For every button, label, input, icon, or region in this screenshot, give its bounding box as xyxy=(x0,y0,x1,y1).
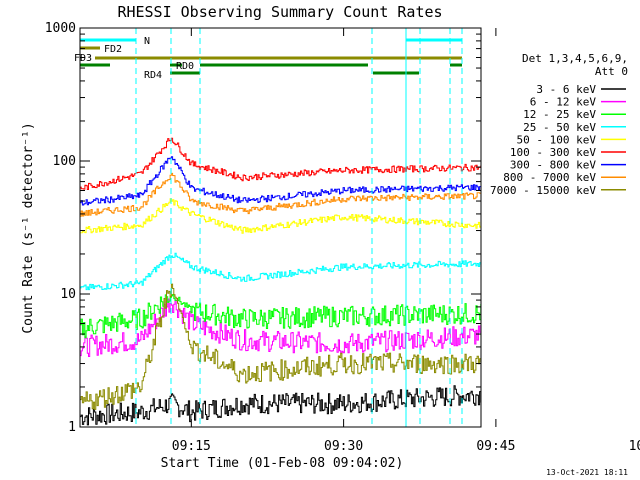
x-tick-label: 09:15 xyxy=(172,439,211,454)
x-tick-label: 10:00 xyxy=(629,439,640,454)
plot-frame xyxy=(79,27,482,428)
legend-entry-label: 800 - 7000 keV xyxy=(503,171,596,184)
y-tick-label: 10 xyxy=(60,287,76,302)
legend-entry-label: 300 - 800 keV xyxy=(510,159,596,172)
series-line xyxy=(80,298,482,357)
y-tick-label: 1000 xyxy=(45,21,76,36)
legend-entry-label: 6 - 12 keV xyxy=(530,96,597,109)
legend-header-line-1: Det 1,3,4,5,6,9, xyxy=(522,52,628,65)
series-line xyxy=(80,172,482,217)
footer-date: 13-Oct-2021 18:11 xyxy=(546,468,628,477)
legend-entry-label: 25 - 50 keV xyxy=(523,121,596,134)
y-tick-label: 100 xyxy=(53,154,76,169)
series-line xyxy=(80,283,482,410)
series-line xyxy=(80,156,482,206)
flag-label: RD4 xyxy=(144,70,162,81)
flag-label: RD0 xyxy=(176,61,194,72)
legend-entry-label: 12 - 25 keV xyxy=(523,108,596,121)
legend-entry-label: 7000 - 15000 keV xyxy=(490,184,596,197)
series-line xyxy=(80,252,482,291)
chart-title: RHESSI Observing Summary Count Rates xyxy=(117,3,442,21)
legend-entry-label: 50 - 100 keV xyxy=(517,133,597,146)
x-tick-label: 09:30 xyxy=(324,439,363,454)
legend-entry-label: 3 - 6 keV xyxy=(536,83,596,96)
y-tick-label: 1 xyxy=(68,420,76,435)
series-line xyxy=(80,385,482,426)
legend-entry-label: 100 - 300 keV xyxy=(510,146,596,159)
flag-label: FD3 xyxy=(74,53,92,64)
y-axis-label: Count Rate (s⁻¹ detector⁻¹) xyxy=(21,122,36,333)
x-axis-label: Start Time (01-Feb-08 09:04:02) xyxy=(161,456,404,471)
x-tick-label: 09:45 xyxy=(476,439,515,454)
series-line xyxy=(80,198,482,234)
series-line xyxy=(80,294,482,339)
series-line xyxy=(80,137,482,190)
flag-label: N xyxy=(144,36,150,47)
flag-label: FD2 xyxy=(104,44,122,55)
legend-header-line-2: Att 0 xyxy=(595,65,628,78)
